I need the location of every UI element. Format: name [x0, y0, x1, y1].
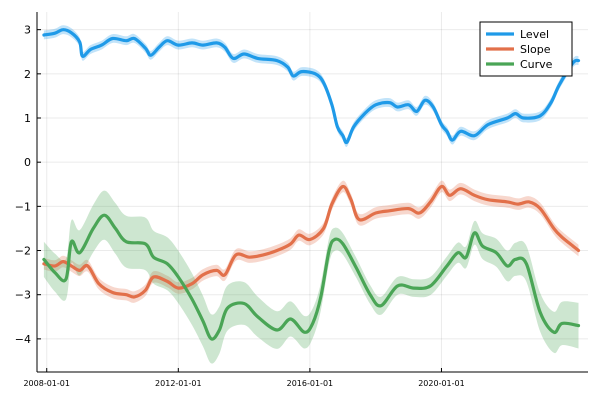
- y-tick-label: 2: [24, 68, 31, 81]
- axes: [36, 12, 588, 373]
- series-line-slope: [42, 184, 581, 299]
- series-lines: [42, 28, 581, 341]
- x-tick-label: 2020-01-01: [418, 379, 465, 388]
- y-tick-label: 3: [24, 24, 31, 37]
- y-tick-label: −1: [15, 200, 31, 213]
- y-tick-label: 0: [24, 156, 31, 169]
- band-slope: [43, 180, 579, 303]
- x-tick-label: 2016-01-01: [287, 379, 334, 388]
- series-line-level: [42, 28, 581, 145]
- y-tick-label: −2: [15, 245, 31, 258]
- tick-labels: −4 −3 −2 −1 0 1 2 3 2008-01-01 2012-01-01 2016-01-…: [15, 24, 465, 388]
- legend-label-level: Level: [520, 28, 549, 41]
- series-line-curve: [42, 213, 581, 341]
- legend-label-slope: Slope: [520, 43, 551, 56]
- y-tick-label: 1: [24, 112, 31, 125]
- y-tick-label: −3: [15, 289, 31, 302]
- y-tick-label: −4: [15, 333, 31, 346]
- x-tick-label: 2008-01-01: [23, 379, 70, 388]
- x-tick-label: 2012-01-01: [155, 379, 202, 388]
- legend: Level Slope Curve: [479, 21, 573, 77]
- legend-label-curve: Curve: [520, 58, 553, 71]
- band-curve: [43, 190, 579, 364]
